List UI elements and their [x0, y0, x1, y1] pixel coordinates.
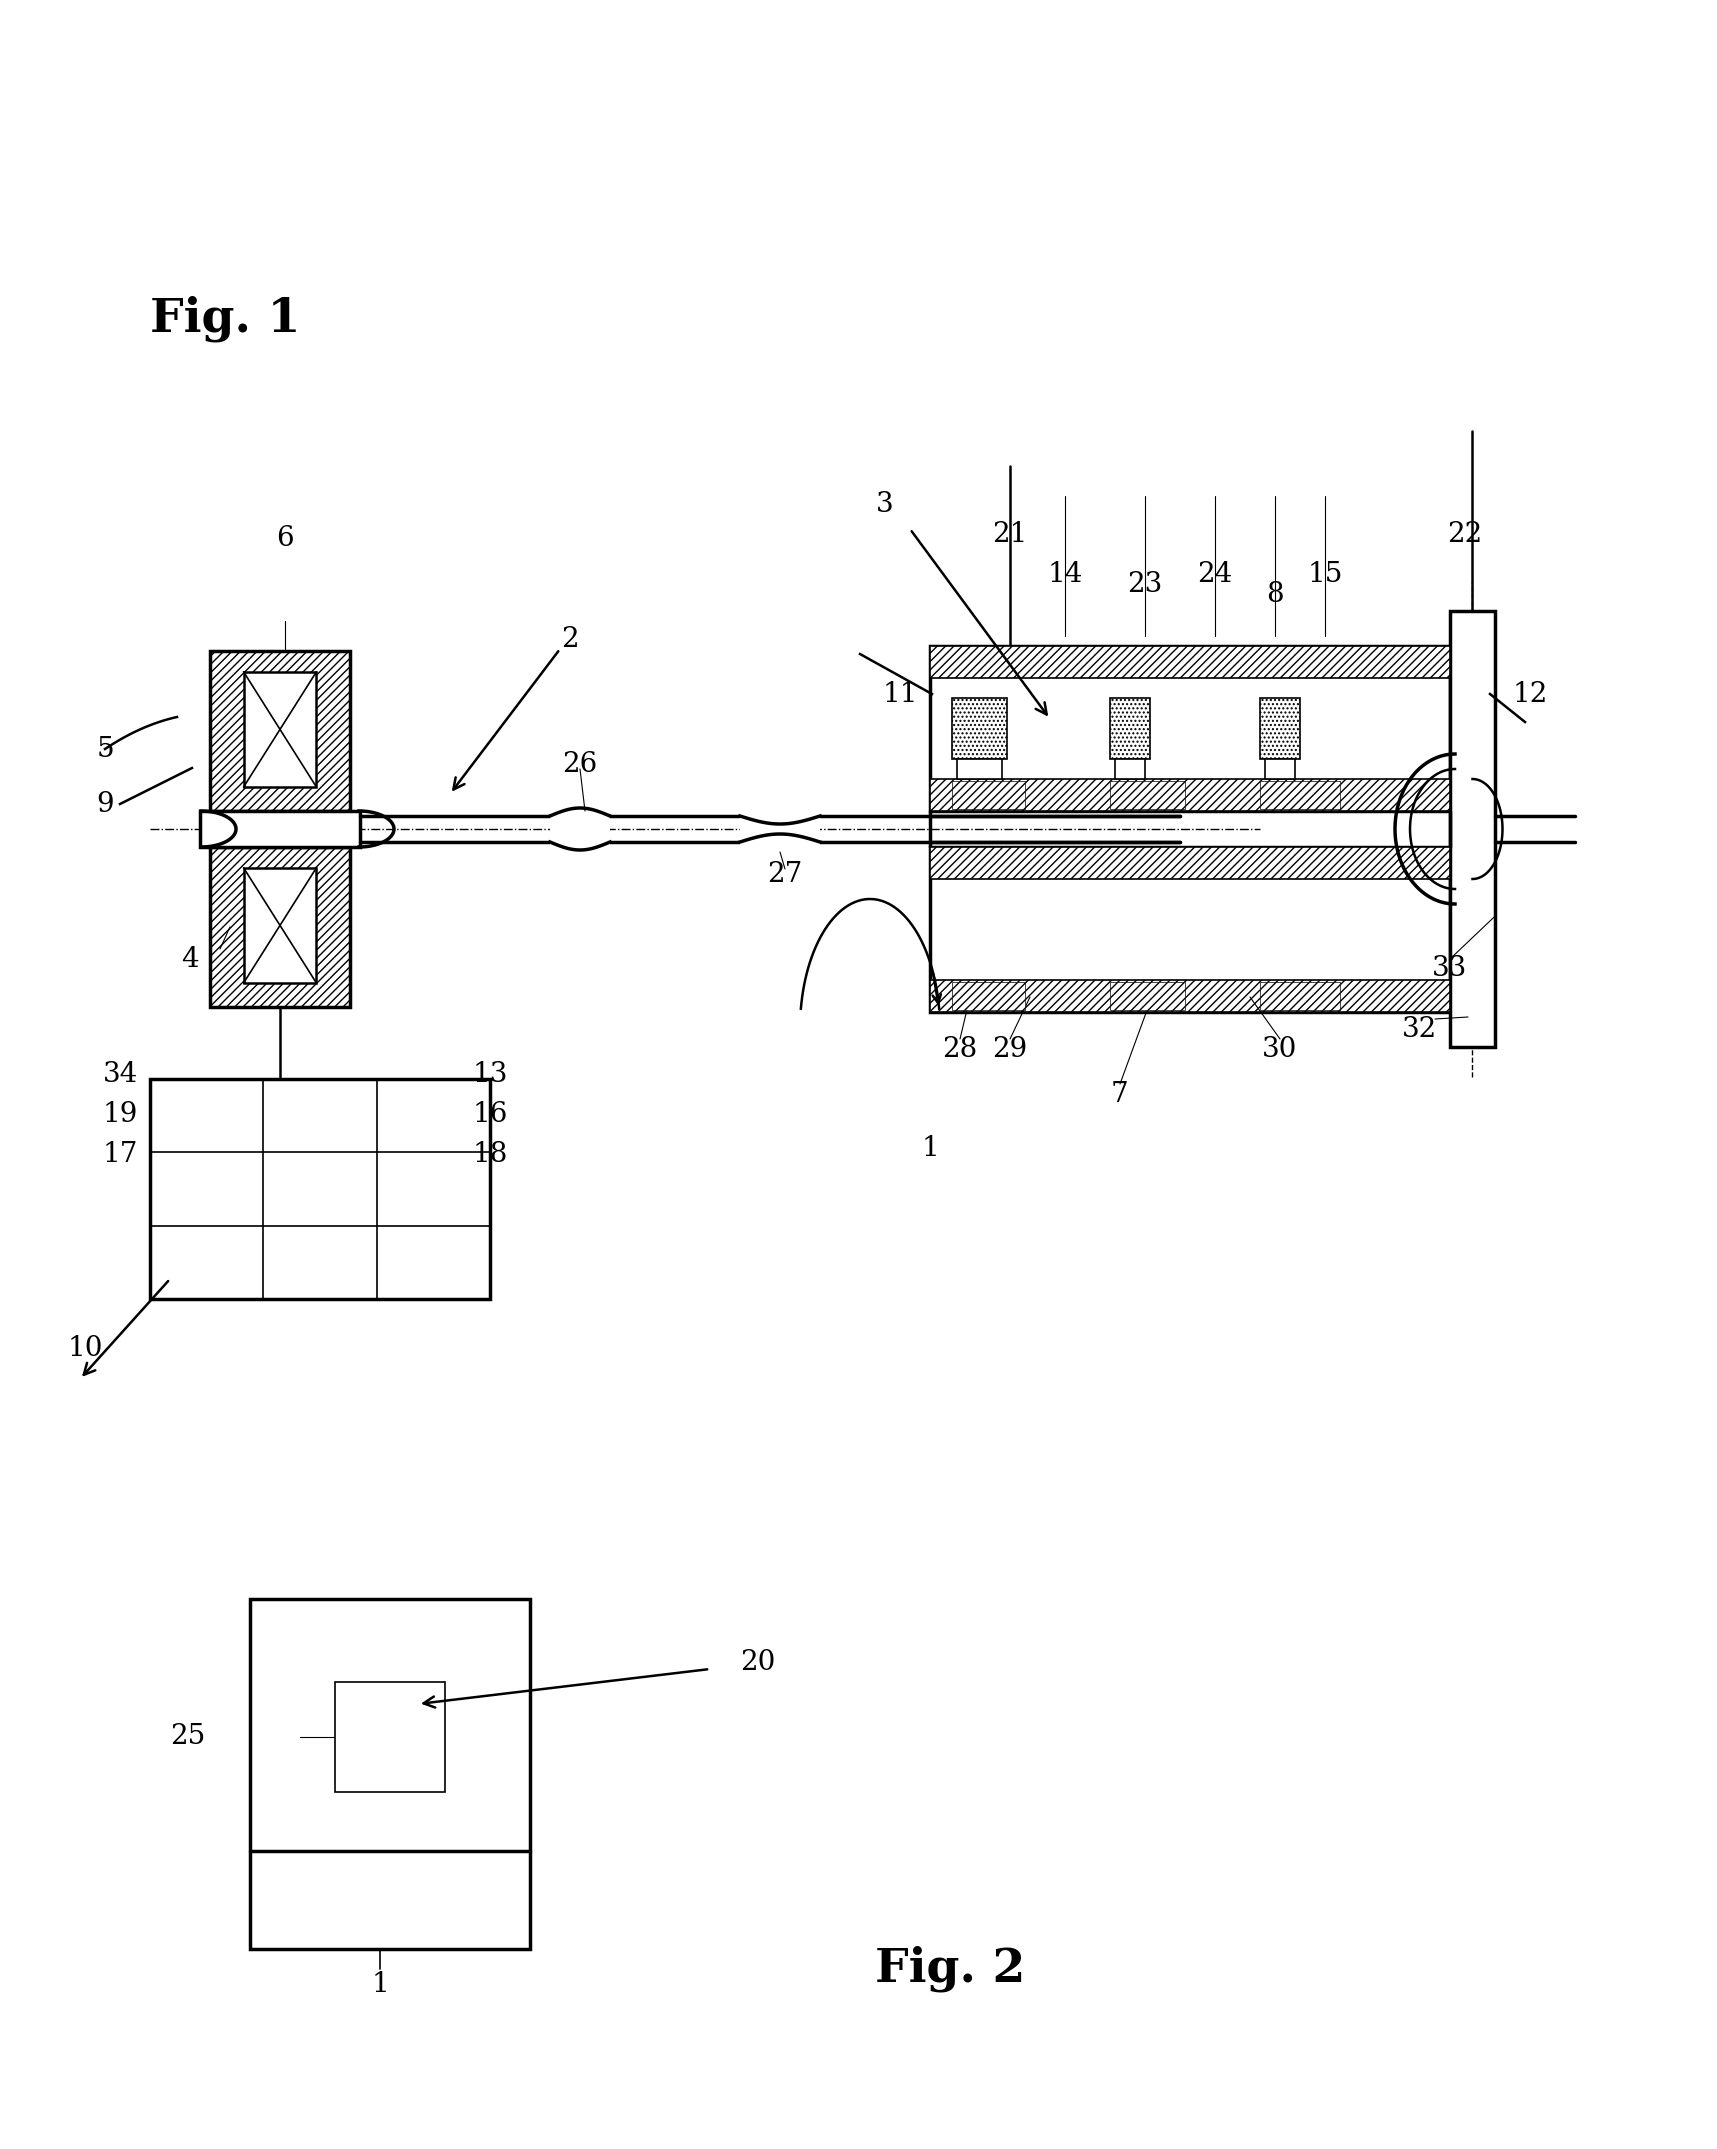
- Bar: [149, 1079, 489, 1298]
- Text: 32: 32: [1403, 1016, 1437, 1042]
- Text: 20: 20: [740, 1648, 776, 1676]
- Bar: [931, 847, 1449, 1012]
- Text: 10: 10: [67, 1335, 103, 1362]
- Text: Fig. 1: Fig. 1: [149, 297, 300, 342]
- Text: 26: 26: [563, 750, 598, 778]
- Bar: [1109, 780, 1185, 810]
- Text: 5: 5: [96, 735, 113, 763]
- Bar: [931, 980, 1449, 1012]
- Text: 13: 13: [472, 1059, 508, 1087]
- Text: 25: 25: [170, 1723, 204, 1749]
- Bar: [549, 802, 610, 857]
- Text: 8: 8: [1265, 580, 1284, 608]
- Bar: [209, 651, 350, 810]
- Text: 18: 18: [472, 1141, 508, 1167]
- Text: 11: 11: [883, 681, 919, 707]
- Text: 7: 7: [1111, 1081, 1128, 1107]
- Text: 1: 1: [920, 1135, 939, 1163]
- Text: 19: 19: [103, 1100, 137, 1128]
- Bar: [931, 778, 1449, 810]
- Text: 1: 1: [371, 1971, 388, 1999]
- Text: 3: 3: [876, 490, 895, 518]
- Text: 2: 2: [561, 625, 579, 653]
- Bar: [956, 759, 1003, 778]
- Bar: [931, 647, 1449, 677]
- Bar: [244, 868, 316, 982]
- Bar: [1109, 698, 1150, 759]
- Text: 21: 21: [992, 520, 1028, 548]
- Text: 15: 15: [1307, 561, 1343, 587]
- Text: 24: 24: [1197, 561, 1233, 587]
- Bar: [1260, 698, 1300, 759]
- Bar: [199, 810, 361, 847]
- Bar: [1114, 759, 1145, 778]
- Bar: [335, 1681, 445, 1792]
- Text: 4: 4: [182, 946, 199, 973]
- Text: 29: 29: [992, 1036, 1028, 1062]
- Text: 30: 30: [1262, 1036, 1298, 1062]
- Text: 33: 33: [1432, 956, 1468, 982]
- Text: 28: 28: [943, 1036, 977, 1062]
- Bar: [951, 698, 1006, 759]
- Bar: [1260, 780, 1339, 810]
- Text: 16: 16: [472, 1100, 508, 1128]
- Bar: [931, 647, 1449, 810]
- Bar: [251, 1599, 531, 1949]
- Bar: [1260, 982, 1339, 1010]
- Bar: [209, 847, 350, 1008]
- Bar: [1265, 759, 1295, 778]
- Text: 17: 17: [103, 1141, 137, 1167]
- Text: 34: 34: [103, 1059, 137, 1087]
- Bar: [1109, 982, 1185, 1010]
- Text: 27: 27: [767, 860, 802, 888]
- Bar: [951, 780, 1025, 810]
- Text: 9: 9: [96, 791, 113, 817]
- Bar: [740, 797, 821, 860]
- Bar: [244, 673, 316, 787]
- Bar: [1449, 610, 1496, 1047]
- Text: Fig. 2: Fig. 2: [876, 1945, 1025, 1992]
- Text: 6: 6: [276, 527, 294, 552]
- Text: 22: 22: [1447, 520, 1482, 548]
- Bar: [951, 982, 1025, 1010]
- Text: 23: 23: [1128, 569, 1162, 597]
- Bar: [931, 847, 1449, 879]
- Text: 14: 14: [1047, 561, 1083, 587]
- Text: 12: 12: [1513, 681, 1547, 707]
